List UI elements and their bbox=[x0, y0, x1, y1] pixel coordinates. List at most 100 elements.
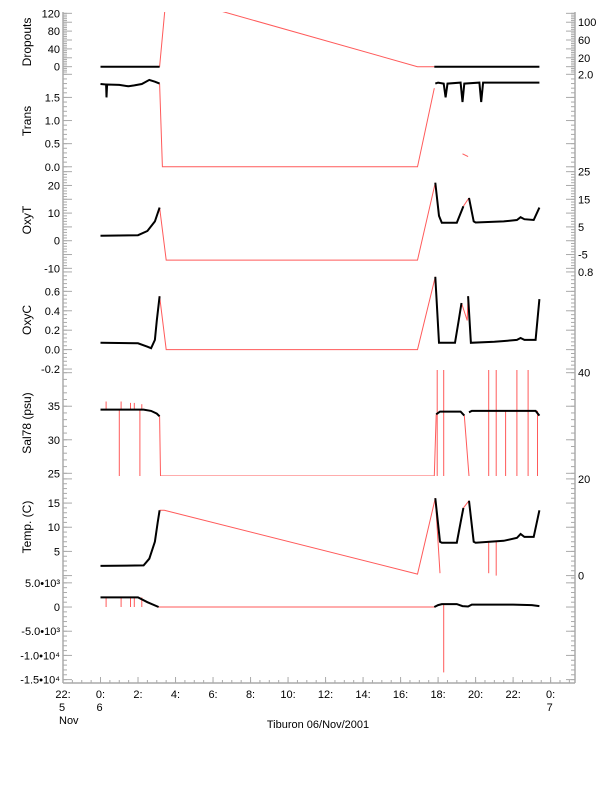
x-tick-label: 0: bbox=[546, 689, 555, 701]
plot-area bbox=[100, 12, 540, 68]
y-tick-label: 10 bbox=[48, 522, 60, 534]
measured-series-line bbox=[435, 410, 466, 417]
y-tick-label: 15 bbox=[578, 194, 590, 206]
plot-area bbox=[100, 370, 541, 476]
x-tick-label: 6: bbox=[208, 689, 217, 701]
y-tick-label: -1.5•10⁴ bbox=[20, 675, 60, 687]
x-tick-label: 8: bbox=[246, 689, 255, 701]
panel-sal78: Sal78 (psu) 40 35 30 25 bbox=[20, 368, 590, 481]
y-axis-label: OxyC bbox=[20, 305, 34, 335]
measured-series-line bbox=[100, 596, 159, 608]
x-tick-label: Nov bbox=[59, 715, 79, 727]
y-tick-label: 0.0 bbox=[45, 345, 60, 357]
y-tick-label: 20 bbox=[48, 180, 60, 192]
y-tick-label: 10 bbox=[48, 208, 60, 220]
interpolated-series-line bbox=[159, 182, 436, 261]
plot-area bbox=[100, 498, 541, 576]
x-tick-label: 22: bbox=[55, 689, 70, 701]
panel-trans: Trans 2.0 1.5 1.0 0.5 0.0 bbox=[20, 69, 593, 173]
y-tick-label: 100 bbox=[578, 17, 596, 29]
x-tick-label: 7 bbox=[547, 702, 553, 714]
measured-series-line bbox=[100, 78, 160, 98]
y-tick-label: 1.5 bbox=[45, 92, 60, 104]
measured-series-line bbox=[434, 81, 540, 103]
measured-series-line bbox=[468, 409, 541, 417]
x-tick-label: 6 bbox=[97, 702, 103, 714]
x-tick-label: 18: bbox=[430, 689, 445, 701]
y-tick-label: 80 bbox=[48, 26, 60, 38]
y-tick-label: 5 bbox=[578, 222, 584, 234]
y-tick-label: 40 bbox=[48, 44, 60, 56]
y-tick-label: 1.0 bbox=[45, 116, 60, 128]
y-tick-label: 0.2 bbox=[45, 325, 60, 337]
interpolated-series-line bbox=[463, 415, 470, 476]
y-tick-label: -1.0•10⁴ bbox=[20, 650, 60, 662]
y-tick-label: 5.0•10³ bbox=[25, 578, 60, 590]
interpolated-series-line bbox=[463, 500, 470, 509]
y-axis-label: Trans bbox=[20, 106, 34, 136]
interpolated-series-line bbox=[461, 296, 469, 321]
y-tick-label: 15 bbox=[48, 498, 60, 510]
x-tick-label: 16: bbox=[393, 689, 408, 701]
y-tick-label: 20 bbox=[578, 53, 590, 65]
x-tick-label: 0: bbox=[96, 689, 105, 701]
y-tick-label: 25 bbox=[48, 468, 60, 480]
y-tick-label: 40 bbox=[578, 368, 590, 380]
y-tick-label: 0 bbox=[54, 602, 60, 614]
panel-dropouts: Dropouts 120 100 80 60 40 20 0 bbox=[20, 8, 596, 74]
y-tick-label: -0.2 bbox=[41, 364, 60, 376]
measured-series-line bbox=[100, 408, 161, 418]
measured-series-line bbox=[100, 510, 161, 567]
y-tick-label: 0.5 bbox=[45, 139, 60, 151]
interpolated-series-line bbox=[462, 153, 469, 158]
measured-series-line bbox=[434, 276, 463, 344]
y-tick-label: 0.8 bbox=[578, 267, 593, 279]
y-tick-label: -5.0•10³ bbox=[21, 626, 60, 638]
y-tick-label: 0.4 bbox=[45, 306, 60, 318]
measured-series-line bbox=[100, 207, 161, 237]
x-axis-title: Tiburon 06/Nov/2001 bbox=[267, 719, 369, 731]
plot-area bbox=[100, 596, 540, 673]
x-tick-label: 10: bbox=[280, 689, 295, 701]
y-axis-label: Temp. (C) bbox=[20, 501, 34, 554]
measured-series-line bbox=[433, 603, 540, 608]
x-tick-label: 20: bbox=[468, 689, 483, 701]
y-tick-label: 0.0 bbox=[45, 162, 60, 174]
plot-area bbox=[100, 182, 541, 261]
interpolated-series-line bbox=[159, 12, 435, 68]
x-tick-label: 12: bbox=[318, 689, 333, 701]
y-axis-label: Sal78 (psu) bbox=[20, 392, 34, 453]
x-tick-label: 2: bbox=[133, 689, 142, 701]
measured-series-line bbox=[100, 296, 161, 350]
panel-oxyc: OxyC 0.8 0.6 0.4 0.2 0.0 -0.2 bbox=[20, 267, 593, 376]
y-tick-label: 0 bbox=[54, 236, 60, 248]
interpolated-series-line bbox=[159, 276, 436, 351]
panel-temp: Temp. (C) 20 15 10 5 0 bbox=[20, 474, 590, 583]
panel-oxyt: OxyT 25 20 15 10 5 0 -5 -10 bbox=[20, 167, 590, 276]
interpolated-series-line bbox=[159, 414, 437, 476]
y-tick-label: 5 bbox=[54, 546, 60, 558]
y-tick-label: -5 bbox=[578, 250, 588, 262]
y-tick-label: 25 bbox=[578, 167, 590, 179]
measured-series-line bbox=[434, 182, 465, 224]
y-axis-label: OxyT bbox=[20, 205, 34, 234]
x-tick-label: 22: bbox=[505, 689, 520, 701]
plot-area bbox=[100, 78, 540, 168]
x-tick-label: 4: bbox=[171, 689, 180, 701]
x-tick-label: 14: bbox=[355, 689, 370, 701]
y-tick-label: 35 bbox=[48, 401, 60, 413]
interpolated-series-line bbox=[159, 83, 435, 168]
plot-area bbox=[100, 276, 541, 351]
panels: Dropouts120100806040200Trans2.01.51.00.5… bbox=[20, 8, 596, 687]
y-tick-label: 0.6 bbox=[45, 286, 60, 298]
y-tick-label: 30 bbox=[48, 435, 60, 447]
interpolated-series-line bbox=[462, 197, 470, 207]
y-axis-label: Dropouts bbox=[20, 18, 34, 67]
y-tick-label: 120 bbox=[42, 8, 60, 20]
y-tick-label: 0 bbox=[578, 571, 584, 583]
measured-series-line bbox=[434, 498, 465, 544]
x-tick-label: 5 bbox=[59, 702, 65, 714]
y-tick-label: 0 bbox=[54, 62, 60, 74]
